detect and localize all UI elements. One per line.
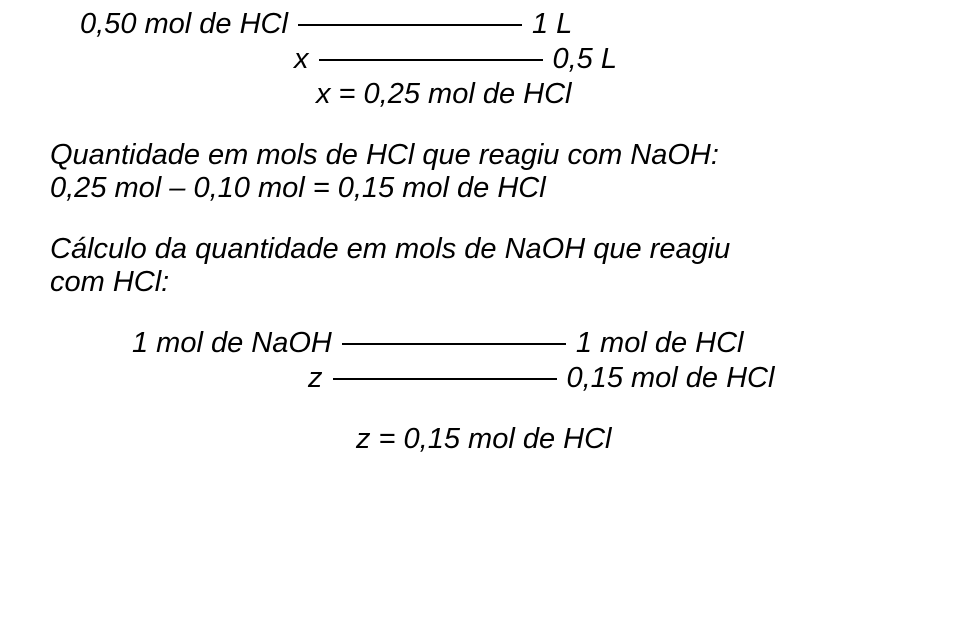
para2-line1: Cálculo da quantidade em mols de NaOH qu… [50,233,909,266]
para2-line2: com HCl: [50,266,909,299]
proportion-right-4: 0,15 mol de HCl [567,362,775,395]
para1-line2: 0,25 mol – 0,10 mol = 0,15 mol de HCl [50,172,909,205]
proportion-left-2: x [294,43,309,76]
proportion-left-3: 1 mol de NaOH [132,327,332,360]
proportion-row-3: 1 mol de NaOH 1 mol de HCl [50,327,909,360]
rule-3 [342,343,566,345]
proportion-right-3: 1 mol de HCl [576,327,744,360]
rule-1 [298,24,522,26]
result-text-1: x = 0,25 mol de HCl [316,78,571,111]
result-row-2: z = 0,15 mol de HCl [50,423,909,456]
result-row-1: x = 0,25 mol de HCl [50,78,909,111]
rule-2 [319,59,543,61]
proportion-left-4: z [308,362,323,395]
proportion-row-2: x 0,5 L [50,43,909,76]
paragraph-2: Cálculo da quantidade em mols de NaOH qu… [50,233,909,299]
proportion-right-2: 0,5 L [553,43,618,76]
proportion-left-1: 0,50 mol de HCl [80,8,288,41]
proportion-row-4: z 0,15 mol de HCl [50,362,909,395]
paragraph-1: Quantidade em mols de HCl que reagiu com… [50,139,909,205]
proportion-right-1: 1 L [532,8,572,41]
result-text-2: z = 0,15 mol de HCl [356,423,611,456]
para1-line1: Quantidade em mols de HCl que reagiu com… [50,139,909,172]
proportion-row-1: 0,50 mol de HCl 1 L [50,8,909,41]
rule-4 [333,378,557,380]
